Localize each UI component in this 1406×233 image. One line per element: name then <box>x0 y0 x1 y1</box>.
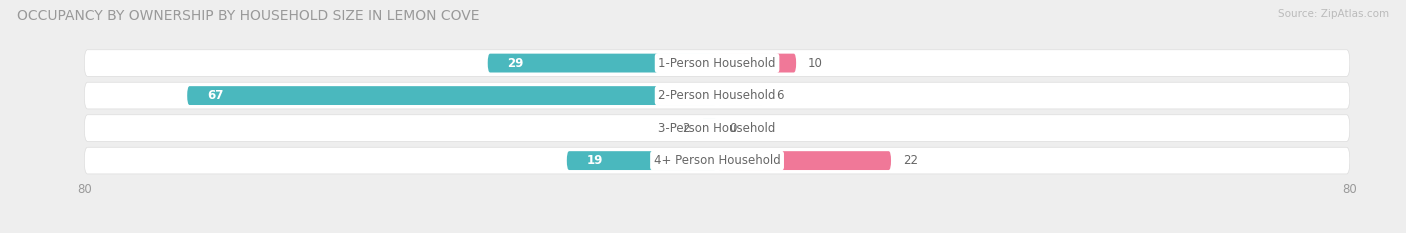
FancyBboxPatch shape <box>187 86 717 105</box>
Text: Source: ZipAtlas.com: Source: ZipAtlas.com <box>1278 9 1389 19</box>
FancyBboxPatch shape <box>702 119 717 137</box>
Text: 10: 10 <box>808 57 823 70</box>
Text: 29: 29 <box>508 57 524 70</box>
Text: 2-Person Household: 2-Person Household <box>658 89 776 102</box>
Text: OCCUPANCY BY OWNERSHIP BY HOUSEHOLD SIZE IN LEMON COVE: OCCUPANCY BY OWNERSHIP BY HOUSEHOLD SIZE… <box>17 9 479 23</box>
FancyBboxPatch shape <box>84 82 1350 109</box>
Text: 0: 0 <box>728 122 737 135</box>
FancyBboxPatch shape <box>717 54 796 72</box>
Text: 4+ Person Household: 4+ Person Household <box>654 154 780 167</box>
FancyBboxPatch shape <box>488 54 717 72</box>
FancyBboxPatch shape <box>567 151 717 170</box>
Text: 22: 22 <box>903 154 918 167</box>
Text: 1-Person Household: 1-Person Household <box>658 57 776 70</box>
Text: 6: 6 <box>776 89 785 102</box>
Text: 2: 2 <box>682 122 689 135</box>
FancyBboxPatch shape <box>84 115 1350 141</box>
Text: 19: 19 <box>586 154 603 167</box>
Text: 3-Person Household: 3-Person Household <box>658 122 776 135</box>
FancyBboxPatch shape <box>84 147 1350 174</box>
FancyBboxPatch shape <box>717 151 891 170</box>
FancyBboxPatch shape <box>84 50 1350 76</box>
Text: 67: 67 <box>207 89 224 102</box>
FancyBboxPatch shape <box>717 86 765 105</box>
